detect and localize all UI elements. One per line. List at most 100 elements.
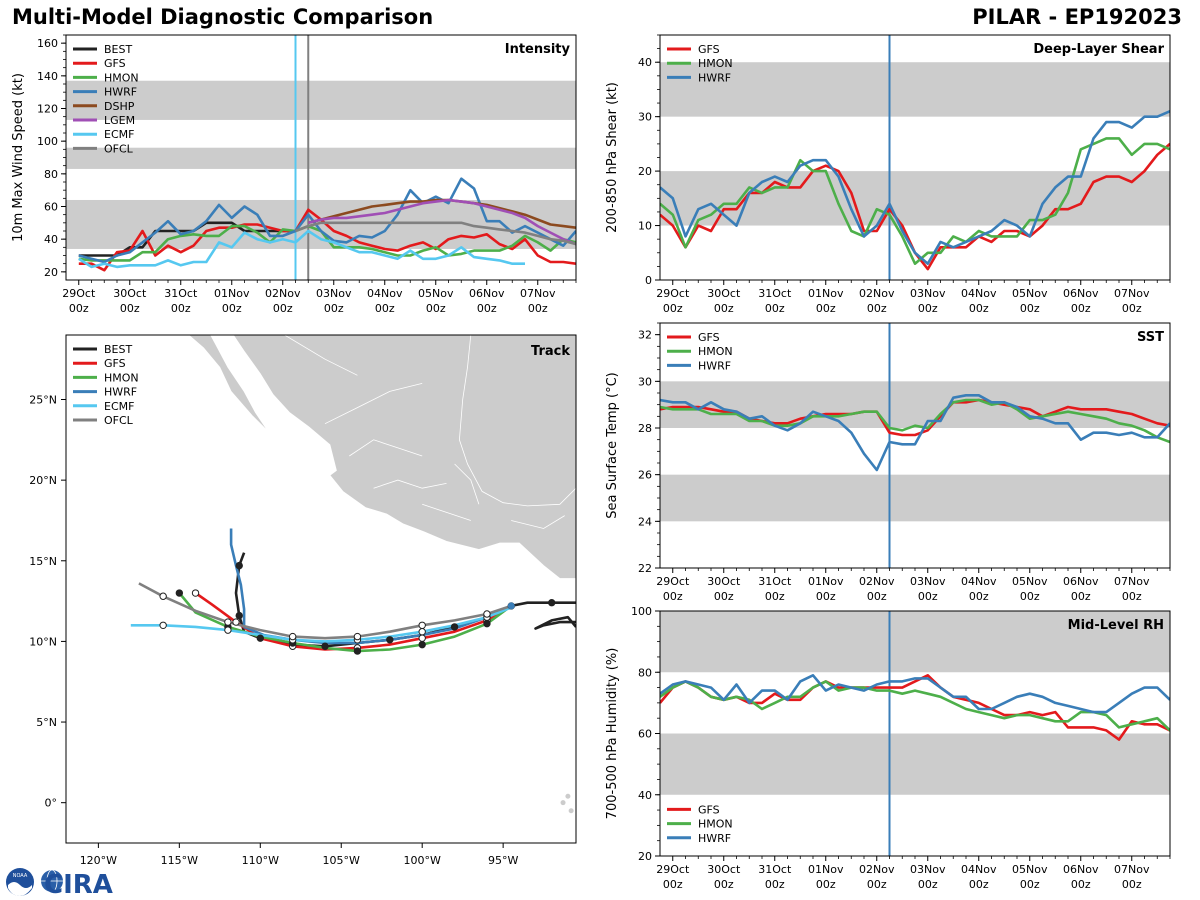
legend-label-hwrf: HWRF (104, 86, 137, 99)
series-line-hmon (660, 137, 1170, 266)
y-tick-label: 22 (638, 562, 652, 575)
track-line-best (234, 552, 576, 648)
x-tick-hour-label: 00z (375, 302, 395, 315)
track-point-marker (159, 592, 167, 600)
x-tick-day-label: 02Nov (265, 287, 301, 300)
x-tick-day-label: 06Nov (469, 287, 505, 300)
panel-title: SST (1137, 330, 1164, 345)
x-tick-hour-label: 00z (816, 302, 836, 315)
x-tick-day-label: 06Nov (1063, 575, 1099, 588)
x-tick-day-label: 02Nov (859, 575, 895, 588)
x-tick-hour-label: 00z (714, 590, 734, 603)
track-point-marker (386, 636, 394, 644)
x-tick-hour-label: 00z (918, 878, 938, 891)
x-tick-hour-label: 00z (663, 878, 683, 891)
map-layer (66, 335, 576, 814)
x-tick-day-label: 29Oct (656, 287, 690, 300)
lat-tick-label: 20°N (29, 474, 57, 487)
state-border (454, 463, 480, 505)
state-border (324, 383, 423, 425)
noaa-seal-icon: NOAA (6, 868, 34, 896)
island (565, 793, 571, 799)
track-point-marker (418, 621, 426, 629)
x-tick-day-label: 29Oct (656, 863, 690, 876)
track-line-best (534, 615, 576, 630)
y-tick-label: 20 (44, 266, 58, 279)
series-line-hmon (78, 224, 576, 262)
y-tick-label: 28 (638, 422, 652, 435)
x-tick-day-label: 05Nov (1012, 863, 1048, 876)
x-tick-day-label: 31Oct (758, 287, 792, 300)
track-point-marker (191, 589, 200, 597)
panel-title: Mid-Level RH (1068, 618, 1164, 633)
lat-tick-label: 5°N (36, 716, 57, 729)
series-line-hwrf (660, 393, 1170, 472)
shaded-band (660, 474, 1170, 522)
x-tick-hour-label: 00z (867, 590, 887, 603)
y-tick-label: 60 (44, 201, 58, 214)
legend-label-hwrf: HWRF (698, 71, 731, 84)
legend-label-gfs: GFS (698, 43, 720, 56)
x-tick-hour-label: 00z (1122, 590, 1142, 603)
y-tick-label: 40 (638, 56, 652, 69)
x-tick-hour-label: 00z (426, 302, 446, 315)
legend-label-gfs: GFS (104, 57, 126, 70)
x-tick-day-label: 31Oct (758, 575, 792, 588)
y-axis-label: 700-500 hPa Humidity (%) (605, 648, 620, 820)
series-line-ecmf (78, 229, 525, 269)
x-tick-day-label: 05Nov (1012, 575, 1048, 588)
series-line-gfs (78, 208, 576, 272)
track-point-marker (159, 621, 167, 629)
rh-panel: 20 40 60 80 100 29Oct 00z 30Oct 00z 31Oct 00z 01Nov… (605, 605, 1171, 891)
track-point-marker (450, 623, 459, 631)
x-tick-hour-label: 00z (663, 590, 683, 603)
y-tick-label: 30 (638, 111, 652, 124)
current-position-marker (507, 602, 515, 610)
x-tick-day-label: 05Nov (1012, 287, 1048, 300)
legend-label-best: BEST (104, 343, 132, 356)
x-tick-hour-label: 00z (969, 302, 989, 315)
lon-tick-label: 100°W (404, 854, 441, 867)
legend-label-ecmf: ECMF (104, 128, 134, 141)
globe-icon (41, 869, 63, 893)
track-point-marker (321, 642, 329, 650)
legend-label-lgem: LGEM (104, 114, 135, 127)
shaded-band (660, 611, 1170, 673)
x-tick-day-label: 01Nov (214, 287, 250, 300)
panel-title: Intensity (505, 42, 571, 57)
lat-tick-label: 0° (45, 797, 58, 810)
sst-panel: 22 24 26 28 30 32 29Oct 00z 30Oct 00z 31Oct 00z 01No… (605, 322, 1171, 603)
x-tick-hour-label: 00z (324, 302, 344, 315)
shear-panel: 0 10 20 30 40 29Oct 00z 30Oct 00z 31Oct 00z 01Nov 00… (605, 34, 1171, 315)
y-tick-label: 40 (44, 233, 58, 246)
track-point-marker (232, 618, 240, 626)
series-line-hwrf (660, 673, 1170, 714)
plot-frame (65, 334, 577, 844)
y-tick-label: 10 (638, 220, 652, 233)
cira-wordmark: CIRA (44, 870, 113, 898)
intensity-panel: 20 40 60 80 100 120 140 160 29Oct 00z 30Oct 00z 31Oc… (11, 34, 577, 315)
y-tick-label: 100 (37, 135, 58, 148)
y-tick-label: 80 (44, 168, 58, 181)
track-point-marker (353, 632, 362, 641)
x-tick-day-label: 06Nov (1063, 863, 1099, 876)
y-tick-label: 26 (638, 469, 652, 482)
x-tick-day-label: 07Nov (1114, 575, 1150, 588)
lon-tick-label: 120°W (80, 854, 117, 867)
legend-label-hmon: HMON (698, 818, 733, 831)
series-line-ofcl (295, 221, 576, 246)
x-tick-hour-label: 00z (663, 302, 683, 315)
panel-title: Track (531, 344, 570, 359)
legend-label-hmon: HMON (104, 371, 139, 384)
y-tick-label: 120 (37, 103, 58, 116)
track-point-marker (483, 619, 491, 628)
legend-label-dshp: DSHP (104, 100, 135, 113)
x-tick-day-label: 30Oct (707, 863, 741, 876)
legend-label-ofcl: OFCL (104, 142, 134, 155)
y-tick-label: 30 (638, 375, 652, 388)
x-tick-day-label: 03Nov (910, 575, 946, 588)
x-tick-hour-label: 00z (528, 302, 548, 315)
legend-label-hwrf: HWRF (104, 386, 137, 399)
x-tick-hour-label: 00z (969, 590, 989, 603)
